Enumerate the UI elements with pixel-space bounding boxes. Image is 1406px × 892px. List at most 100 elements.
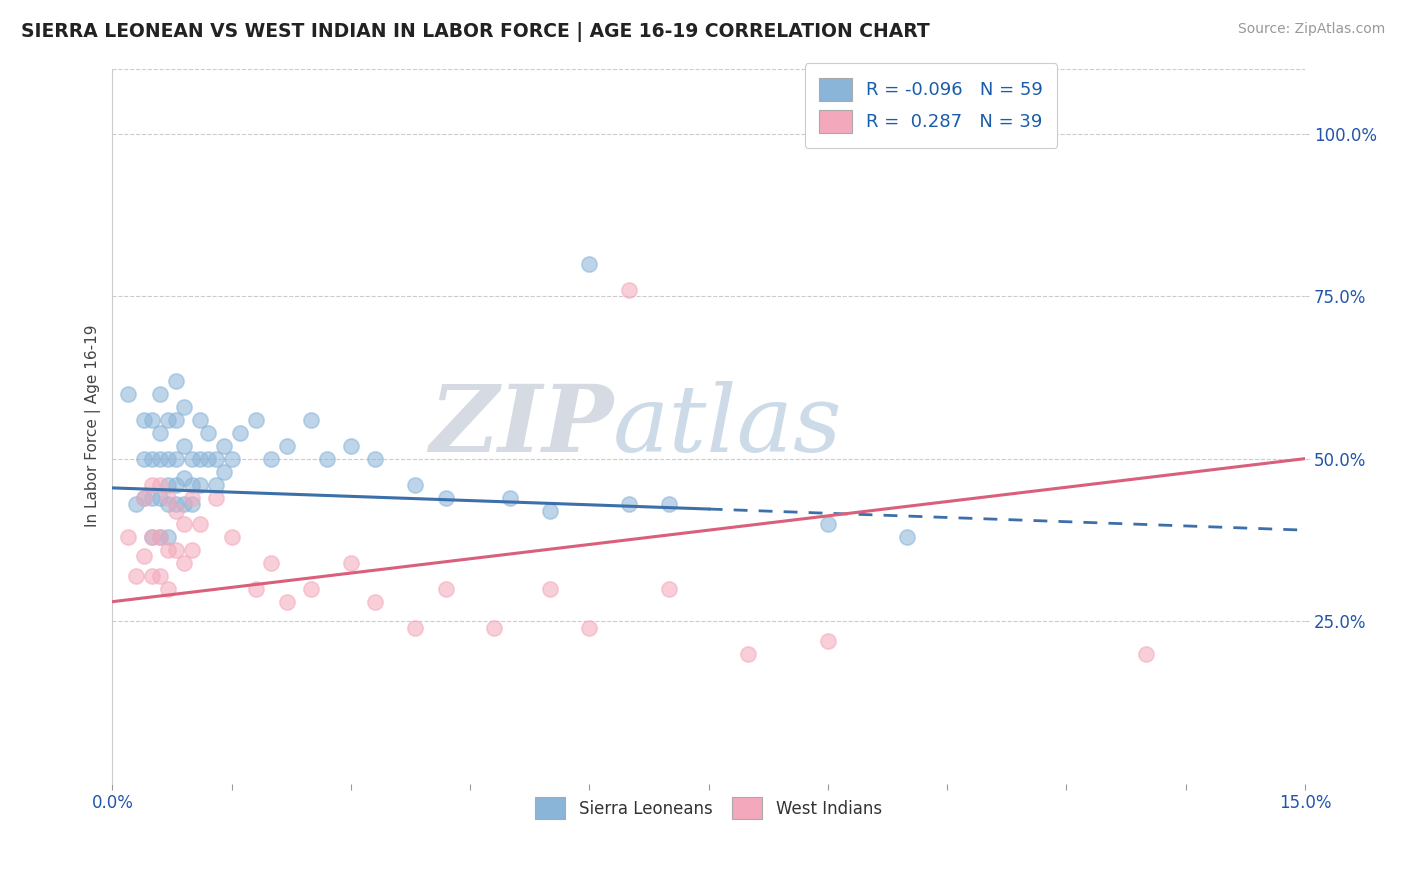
Point bbox=[173, 516, 195, 531]
Point bbox=[165, 412, 187, 426]
Point bbox=[134, 491, 156, 505]
Point bbox=[180, 542, 202, 557]
Point bbox=[157, 491, 180, 505]
Point bbox=[134, 549, 156, 564]
Point bbox=[434, 491, 457, 505]
Point bbox=[173, 556, 195, 570]
Point bbox=[149, 451, 172, 466]
Point bbox=[538, 582, 561, 596]
Y-axis label: In Labor Force | Age 16-19: In Labor Force | Age 16-19 bbox=[86, 325, 101, 527]
Point bbox=[299, 582, 322, 596]
Point bbox=[141, 477, 163, 491]
Point bbox=[204, 451, 226, 466]
Point bbox=[180, 491, 202, 505]
Point bbox=[117, 386, 139, 401]
Point bbox=[173, 497, 195, 511]
Point bbox=[340, 439, 363, 453]
Point bbox=[134, 451, 156, 466]
Point bbox=[404, 477, 426, 491]
Point bbox=[276, 439, 298, 453]
Point bbox=[896, 530, 918, 544]
Point bbox=[173, 471, 195, 485]
Point bbox=[134, 491, 156, 505]
Point bbox=[149, 386, 172, 401]
Point bbox=[188, 412, 211, 426]
Legend: Sierra Leoneans, West Indians: Sierra Leoneans, West Indians bbox=[529, 790, 889, 825]
Point bbox=[1135, 647, 1157, 661]
Point bbox=[404, 621, 426, 635]
Text: SIERRA LEONEAN VS WEST INDIAN IN LABOR FORCE | AGE 16-19 CORRELATION CHART: SIERRA LEONEAN VS WEST INDIAN IN LABOR F… bbox=[21, 22, 929, 42]
Point bbox=[260, 556, 283, 570]
Point bbox=[149, 477, 172, 491]
Point bbox=[817, 516, 839, 531]
Point bbox=[434, 582, 457, 596]
Point bbox=[173, 439, 195, 453]
Point bbox=[165, 374, 187, 388]
Point bbox=[125, 568, 148, 582]
Point bbox=[617, 497, 640, 511]
Point bbox=[578, 621, 600, 635]
Point bbox=[617, 283, 640, 297]
Text: atlas: atlas bbox=[613, 381, 842, 471]
Point bbox=[157, 530, 180, 544]
Point bbox=[141, 451, 163, 466]
Point bbox=[180, 451, 202, 466]
Point bbox=[896, 113, 918, 128]
Point bbox=[188, 451, 211, 466]
Point bbox=[141, 568, 163, 582]
Point bbox=[212, 439, 235, 453]
Point bbox=[157, 582, 180, 596]
Point bbox=[538, 503, 561, 517]
Text: Source: ZipAtlas.com: Source: ZipAtlas.com bbox=[1237, 22, 1385, 37]
Point bbox=[149, 530, 172, 544]
Point bbox=[180, 497, 202, 511]
Point bbox=[157, 412, 180, 426]
Point bbox=[197, 425, 219, 440]
Point bbox=[157, 451, 180, 466]
Point bbox=[141, 530, 163, 544]
Point bbox=[276, 595, 298, 609]
Point bbox=[165, 542, 187, 557]
Point bbox=[149, 491, 172, 505]
Point bbox=[364, 451, 387, 466]
Point bbox=[212, 465, 235, 479]
Point bbox=[364, 595, 387, 609]
Point bbox=[245, 582, 267, 596]
Point bbox=[165, 497, 187, 511]
Point bbox=[188, 477, 211, 491]
Point bbox=[499, 491, 522, 505]
Point bbox=[157, 542, 180, 557]
Point bbox=[482, 621, 505, 635]
Point bbox=[157, 477, 180, 491]
Point bbox=[165, 477, 187, 491]
Point bbox=[578, 256, 600, 270]
Point bbox=[221, 451, 243, 466]
Point bbox=[149, 425, 172, 440]
Point bbox=[165, 451, 187, 466]
Point bbox=[180, 477, 202, 491]
Point bbox=[188, 516, 211, 531]
Point bbox=[658, 497, 681, 511]
Point bbox=[165, 503, 187, 517]
Point bbox=[260, 451, 283, 466]
Point bbox=[340, 556, 363, 570]
Point bbox=[141, 491, 163, 505]
Point bbox=[125, 497, 148, 511]
Point bbox=[141, 412, 163, 426]
Point bbox=[245, 412, 267, 426]
Point bbox=[221, 530, 243, 544]
Point bbox=[134, 412, 156, 426]
Text: ZIP: ZIP bbox=[429, 381, 613, 471]
Point bbox=[117, 530, 139, 544]
Point bbox=[141, 530, 163, 544]
Point bbox=[173, 400, 195, 414]
Point bbox=[299, 412, 322, 426]
Point bbox=[316, 451, 339, 466]
Point bbox=[737, 647, 759, 661]
Point bbox=[157, 497, 180, 511]
Point bbox=[204, 491, 226, 505]
Point bbox=[149, 568, 172, 582]
Point bbox=[817, 633, 839, 648]
Point bbox=[228, 425, 250, 440]
Point bbox=[197, 451, 219, 466]
